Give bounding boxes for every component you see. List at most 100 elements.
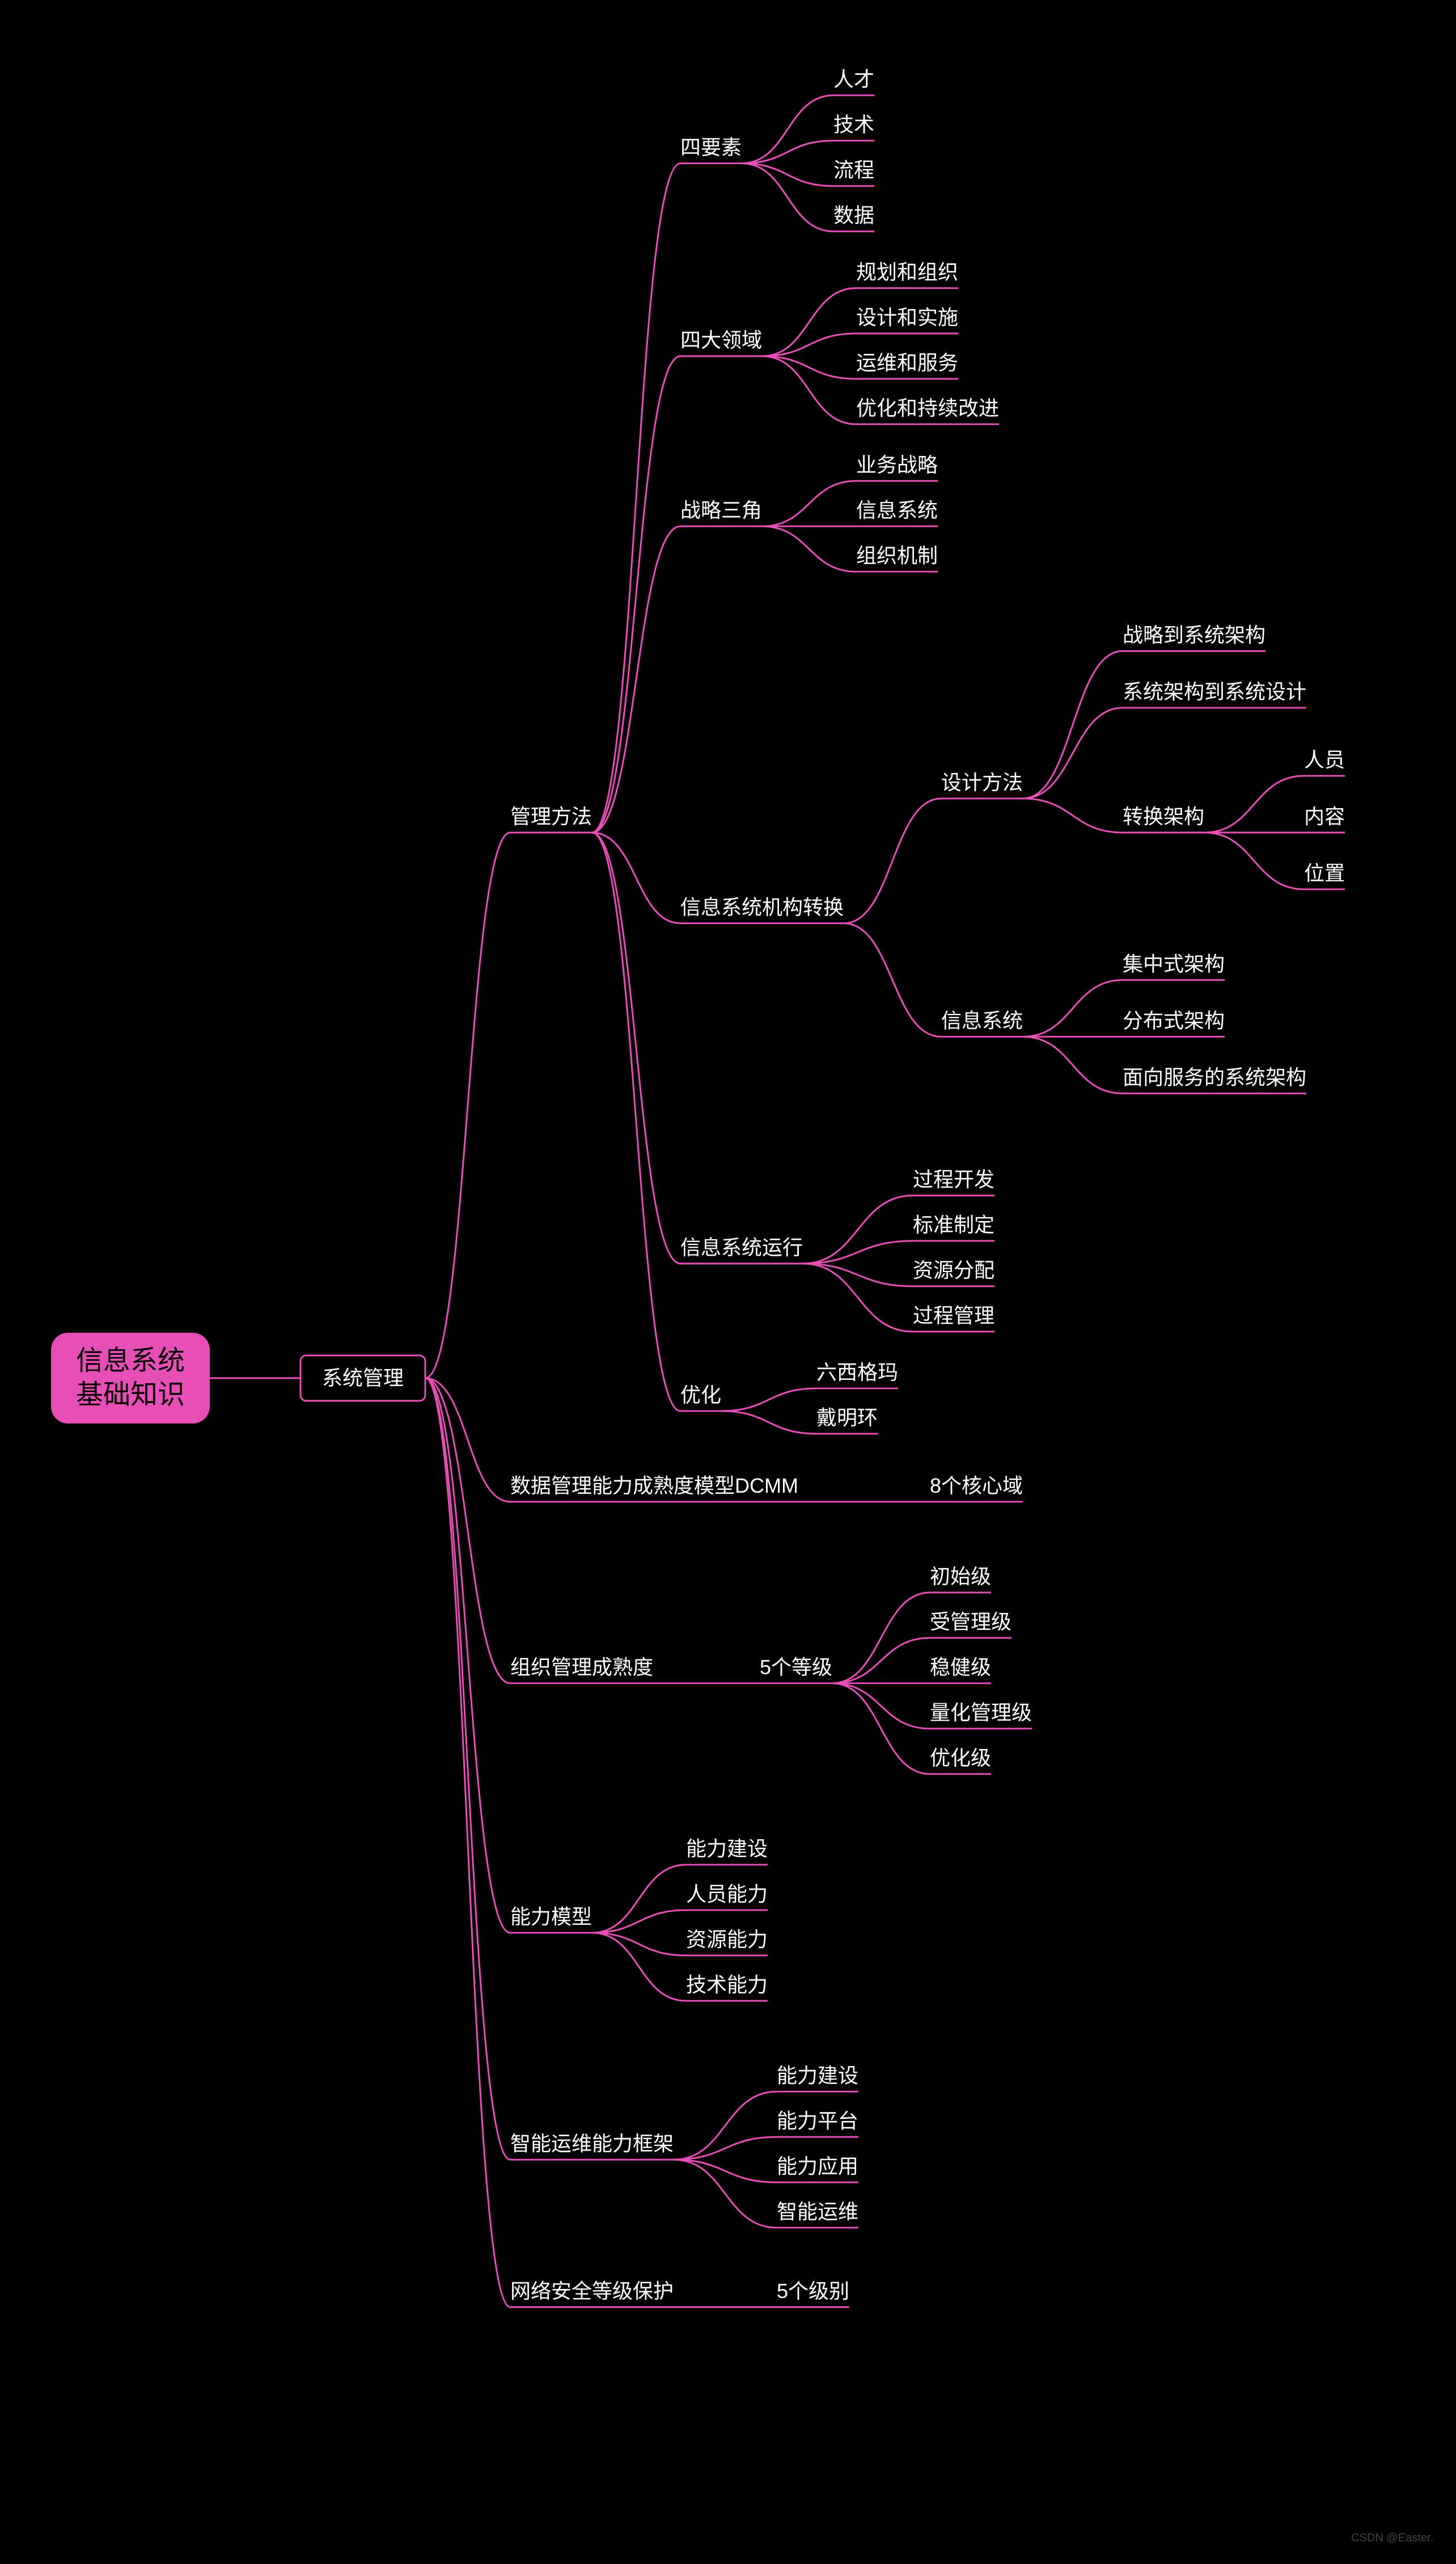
node-label[interactable]: 组织机制 (856, 544, 938, 567)
connector (803, 1264, 913, 1286)
connector (762, 288, 856, 356)
node-label[interactable]: 网络安全等级保护 (510, 2279, 674, 2303)
node-label[interactable]: 5个级别 (777, 2279, 849, 2303)
node-label[interactable]: 优化级 (930, 1746, 991, 1769)
connector (592, 1865, 686, 1933)
node-label[interactable]: 标准制定 (913, 1213, 994, 1236)
node-label[interactable]: 六西格玛 (816, 1361, 898, 1384)
connector (721, 1411, 816, 1434)
node-label[interactable]: 戴明环 (816, 1406, 878, 1429)
node-label[interactable]: 优化和持续改进 (856, 396, 999, 420)
connector (1023, 651, 1123, 799)
connector (803, 1196, 913, 1264)
node-label[interactable]: 系统架构到系统设计 (1123, 680, 1306, 703)
node-label[interactable]: 受管理级 (930, 1610, 1011, 1633)
connector (721, 1388, 816, 1411)
node-label[interactable]: 分布式架构 (1123, 1009, 1225, 1032)
node-label[interactable]: 四大领域 (680, 328, 762, 352)
node-label[interactable]: 资源分配 (913, 1258, 994, 1282)
connector (742, 163, 833, 231)
node-label[interactable]: 信息系统运行 (680, 1236, 803, 1259)
connector (762, 356, 856, 379)
connector (425, 1378, 510, 2160)
connector (1204, 776, 1304, 833)
node-label[interactable]: 过程管理 (913, 1304, 994, 1327)
node-label[interactable]: 能力建设 (777, 2064, 858, 2087)
node-label[interactable]: 流程 (833, 158, 874, 181)
node-label[interactable]: 资源能力 (686, 1928, 768, 1951)
node-label[interactable]: 规划和组织 (856, 260, 958, 284)
connector (592, 1933, 686, 2001)
connector (832, 1638, 930, 1683)
node-label[interactable]: 设计和实施 (856, 306, 958, 329)
node-label[interactable]: 位置 (1304, 861, 1345, 885)
node-label[interactable]: 战略三角 (680, 499, 762, 522)
connector (674, 2160, 777, 2182)
node-label[interactable]: 技术 (833, 113, 874, 136)
connector (592, 1910, 686, 1933)
node-label[interactable]: 人员能力 (686, 1882, 768, 1906)
node-label[interactable]: 5个等级 (760, 1655, 832, 1679)
node-label[interactable]: 信息系统 (856, 499, 938, 522)
node-label[interactable]: 量化管理级 (930, 1701, 1032, 1724)
node-label[interactable]: 信息系统 (941, 1009, 1023, 1032)
node-label[interactable]: 面向服务的系统架构 (1123, 1066, 1306, 1089)
connector (425, 1378, 510, 1683)
node-label[interactable]: 技术能力 (686, 1973, 768, 1996)
node-label[interactable]: 能力模型 (510, 1905, 592, 1928)
node-label[interactable]: 数据 (833, 204, 874, 227)
node-label[interactable]: 稳健级 (930, 1655, 991, 1679)
connector (742, 95, 833, 163)
node-label[interactable]: 运维和服务 (856, 351, 958, 374)
watermark: CSDN @Easter. (1351, 2532, 1433, 2544)
connector (832, 1683, 930, 1774)
node-label[interactable]: 人员 (1304, 748, 1345, 771)
connector (674, 2137, 777, 2160)
connector (832, 1683, 930, 1729)
node-label[interactable]: 内容 (1304, 805, 1345, 828)
mindmap-canvas: 信息系统基础知识 系统管理 管理方法 四要素 人才技术流程数据四大领域 规划和组织设计和实… (0, 0, 1456, 2564)
connector (844, 799, 941, 923)
connector (844, 923, 941, 1037)
node-label[interactable]: 集中式架构 (1123, 952, 1225, 975)
node-label[interactable]: 优化 (680, 1383, 721, 1406)
node-label[interactable]: 8个核心域 (930, 1474, 1023, 1497)
connector (592, 356, 680, 833)
connector (592, 833, 680, 1264)
node-label[interactable]: 组织管理成熟度 (510, 1655, 653, 1679)
connector (1023, 1037, 1123, 1093)
node-label[interactable]: 信息系统机构转换 (680, 896, 844, 919)
node-label[interactable]: 智能运维 (777, 2200, 858, 2223)
node-label[interactable]: 人才 (833, 67, 874, 91)
node-label[interactable]: 转换架构 (1123, 805, 1204, 828)
root-label-2: 基础知识 (76, 1380, 185, 1410)
connector (425, 833, 510, 1378)
connector (425, 1378, 510, 2307)
connector (592, 1933, 686, 1955)
connector (762, 333, 856, 356)
node-label[interactable]: 设计方法 (941, 771, 1023, 794)
node-label[interactable]: 能力平台 (777, 2109, 858, 2132)
connector (1023, 980, 1123, 1037)
node-label[interactable]: 智能运维能力框架 (510, 2132, 674, 2155)
node-label[interactable]: 能力应用 (777, 2155, 858, 2178)
connector (762, 526, 856, 572)
connector (762, 481, 856, 526)
connector (832, 1593, 930, 1683)
connector (1204, 833, 1304, 889)
node-label[interactable]: 业务战略 (856, 453, 938, 476)
connector (742, 141, 833, 163)
connector (674, 2160, 777, 2228)
connector (592, 163, 680, 833)
connector (803, 1264, 913, 1332)
node-label[interactable]: 战略到系统架构 (1123, 623, 1265, 647)
node-label[interactable]: 初始级 (930, 1565, 991, 1588)
connector (803, 1241, 913, 1264)
trunk-label: 系统管理 (322, 1366, 404, 1389)
node-label[interactable]: 数据管理能力成熟度模型DCMM (510, 1474, 798, 1497)
root-label-1: 信息系统 (76, 1346, 185, 1376)
node-label[interactable]: 管理方法 (510, 805, 592, 828)
node-label[interactable]: 四要素 (680, 136, 742, 159)
node-label[interactable]: 能力建设 (686, 1837, 768, 1860)
node-label[interactable]: 过程开发 (913, 1168, 994, 1191)
